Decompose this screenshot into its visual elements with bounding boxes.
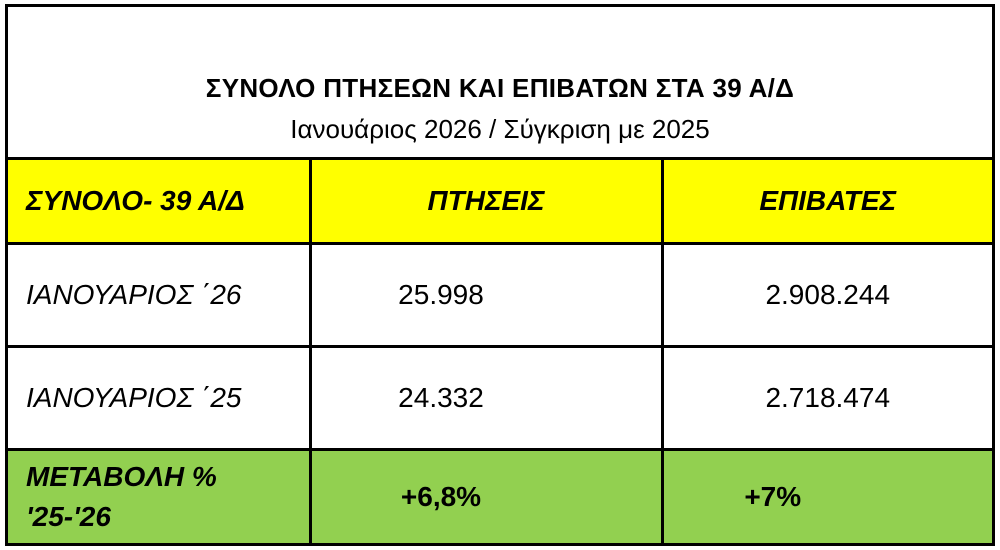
change-label: ΜΕΤΑΒΟΛΗ % '25-'26 — [8, 448, 312, 543]
flights-change: +6,8% — [308, 448, 664, 543]
table-header-row: ΣΥΝΟΛΟ- 39 Α/Δ ΠΤΗΣΕΙΣ ΕΠΙΒΑΤΕΣ — [8, 157, 992, 245]
table-row: ΙΑΝΟΥΑΡΙΟΣ ΄25 24.332 2.718.474 — [8, 345, 992, 452]
passengers-jan-25: 2.718.474 — [660, 345, 992, 452]
page-subtitle: Ιανουάριος 2026 / Σύγκριση με 2025 — [290, 114, 710, 144]
column-header-flights: ΠΤΗΣΕΙΣ — [308, 157, 664, 245]
flights-jan-25: 24.332 — [308, 345, 664, 452]
passengers-change: +7% — [660, 448, 992, 543]
title-block: ΣΥΝΟΛΟ ΠΤΗΣΕΩΝ ΚΑΙ ΕΠΙΒΑΤΩΝ ΣΤΑ 39 Α/Δ Ι… — [8, 7, 992, 157]
flights-jan-26: 25.998 — [308, 241, 664, 349]
change-label-line2: '25-'26 — [26, 501, 111, 533]
row-label-jan-26: ΙΑΝΟΥΑΡΙΟΣ ΄26 — [8, 241, 312, 349]
change-label-line1: ΜΕΤΑΒΟΛΗ % — [26, 461, 217, 493]
table-row: ΙΑΝΟΥΑΡΙΟΣ ΄26 25.998 2.908.244 — [8, 241, 992, 349]
column-header-total: ΣΥΝΟΛΟ- 39 Α/Δ — [8, 157, 312, 245]
page-title: ΣΥΝΟΛΟ ΠΤΗΣΕΩΝ ΚΑΙ ΕΠΙΒΑΤΩΝ ΣΤΑ 39 Α/Δ — [205, 73, 795, 103]
row-label-jan-25: ΙΑΝΟΥΑΡΙΟΣ ΄25 — [8, 345, 312, 452]
passengers-jan-26: 2.908.244 — [660, 241, 992, 349]
stats-table: ΣΥΝΟΛΟ- 39 Α/Δ ΠΤΗΣΕΙΣ ΕΠΙΒΑΤΕΣ ΙΑΝΟΥΑΡΙ… — [8, 157, 992, 543]
change-row: ΜΕΤΑΒΟΛΗ % '25-'26 +6,8% +7% — [8, 448, 992, 543]
summary-frame: ΣΥΝΟΛΟ ΠΤΗΣΕΩΝ ΚΑΙ ΕΠΙΒΑΤΩΝ ΣΤΑ 39 Α/Δ Ι… — [5, 4, 995, 546]
column-header-passengers: ΕΠΙΒΑΤΕΣ — [660, 157, 992, 245]
